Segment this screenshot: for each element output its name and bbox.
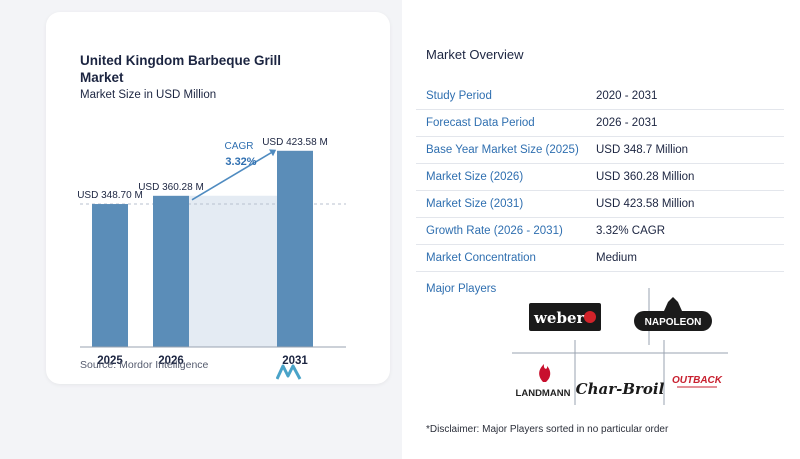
svg-text:Char-Broil: Char-Broil — [576, 380, 665, 398]
bar-2025 — [92, 204, 128, 347]
metric-value: USD 423.58 Million — [586, 190, 784, 218]
svg-text:LANDMANN: LANDMANN — [516, 388, 571, 399]
weber-logo: weber — [529, 303, 601, 331]
napoleon-logo: NAPOLEON — [634, 297, 712, 331]
source-note: Source: Mordor Intelligence — [80, 359, 209, 371]
bar-value-label: USD 348.70 M — [77, 190, 143, 201]
metrics-row: Market Size (2026) USD 360.28 Million — [416, 163, 784, 191]
bar-value-label: USD 423.58 M — [262, 137, 328, 148]
svg-text:weber: weber — [533, 309, 585, 327]
overview-panel: Market Overview Study Period 2020 - 2031 F… — [402, 0, 800, 459]
metric-label: Forecast Data Period — [416, 109, 586, 137]
bar-2026 — [153, 195, 189, 347]
metric-value: 2020 - 2031 — [586, 83, 784, 110]
x-tick-label: 2026 — [158, 355, 184, 367]
metrics-row: Forecast Data Period 2026 - 2031 — [416, 109, 784, 137]
cagr-shade-region — [189, 195, 277, 347]
metric-label: Market Concentration — [416, 244, 586, 272]
svg-text:OUTBACK: OUTBACK — [672, 375, 723, 386]
metrics-row: Study Period 2020 - 2031 — [416, 83, 784, 110]
metric-value: 2026 - 2031 — [586, 109, 784, 137]
bar-value-label: USD 360.28 M — [138, 182, 204, 193]
player-logos: weber NAPOLEON LANDMANN Char-Broil OUTBA… — [512, 288, 728, 405]
svg-text:NAPOLEON: NAPOLEON — [645, 317, 702, 328]
metrics-table: Study Period 2020 - 2031 Forecast Data Per… — [416, 83, 784, 272]
mordor-logo-icon — [276, 364, 302, 380]
cagr-arrow-line — [191, 152, 272, 201]
outback-logo: OUTBACK — [672, 375, 723, 388]
metrics-row: Growth Rate (2026 - 2031) 3.32% CAGR — [416, 217, 784, 245]
x-tick-label: 2025 — [97, 355, 123, 367]
metric-label: Base Year Market Size (2025) — [416, 136, 586, 164]
metrics-row: Market Concentration Medium — [416, 244, 784, 272]
metric-value: USD 348.7 Million — [586, 136, 784, 164]
chart-card: United Kingdom Barbeque Grill Market Mar… — [46, 12, 390, 384]
cagr-label: CAGR — [225, 141, 254, 152]
metric-label: Market Size (2026) — [416, 163, 586, 191]
metric-label: Market Size (2031) — [416, 190, 586, 218]
metric-label: Growth Rate (2026 - 2031) — [416, 217, 586, 245]
landmann-logo: LANDMANN — [516, 364, 571, 399]
metrics-row: Base Year Market Size (2025) USD 348.7 Mi… — [416, 136, 784, 164]
metric-value: 3.32% CAGR — [586, 217, 784, 245]
metric-value: USD 360.28 Million — [586, 163, 784, 191]
overview-title: Market Overview — [426, 47, 524, 62]
bar-2031 — [277, 150, 313, 347]
cagr-arrow-head — [268, 149, 277, 157]
metric-label: Study Period — [416, 83, 586, 110]
major-players-title: Major Players — [426, 283, 497, 295]
char-broil-logo: Char-Broil — [576, 380, 665, 398]
metric-value: Medium — [586, 244, 784, 272]
disclaimer-note: *Disclaimer: Major Players sorted in no … — [426, 424, 669, 435]
chart-subtitle: Market Size in USD Million — [80, 89, 217, 101]
x-tick-label: 2031 — [282, 355, 308, 367]
chart-title: United Kingdom Barbeque Grill Market — [80, 53, 282, 85]
cagr-value: 3.32% — [225, 156, 256, 168]
metrics-row: Market Size (2031) USD 423.58 Million — [416, 190, 784, 218]
